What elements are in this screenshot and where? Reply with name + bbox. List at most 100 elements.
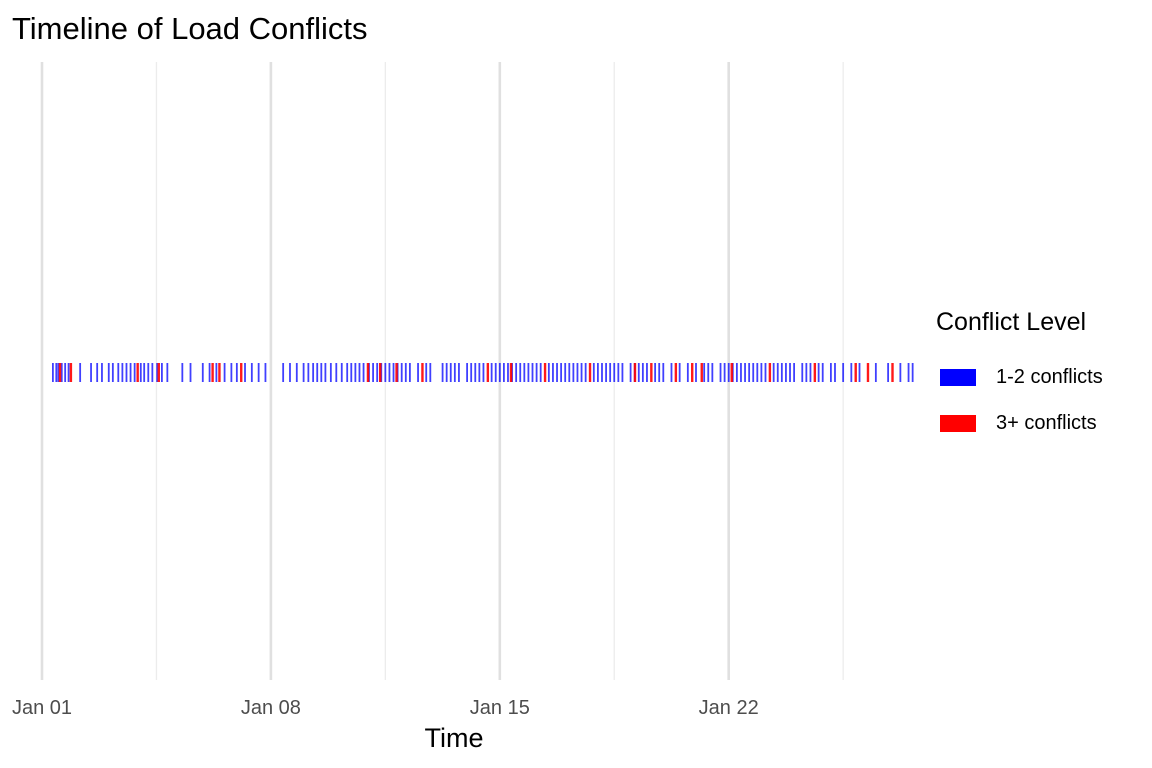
- conflict-mark: [376, 363, 379, 382]
- conflict-mark: [230, 363, 233, 382]
- conflict-mark: [805, 363, 808, 382]
- conflict-mark: [670, 363, 673, 382]
- conflict-mark: [445, 363, 448, 382]
- conflict-mark: [730, 363, 733, 382]
- conflict-mark: [125, 363, 128, 382]
- conflict-mark: [552, 363, 554, 382]
- conflict-mark: [609, 363, 612, 382]
- conflict-mark: [211, 363, 214, 382]
- conflict-mark: [316, 363, 319, 382]
- conflict-mark: [588, 363, 592, 382]
- conflict-mark: [52, 363, 54, 382]
- conflict-mark: [592, 363, 595, 382]
- conflict-mark: [813, 363, 817, 382]
- conflict-mark: [58, 363, 62, 382]
- conflict-mark: [166, 363, 169, 382]
- conflict-mark: [147, 363, 150, 382]
- x-tick-label: Jan 15: [470, 697, 530, 719]
- conflict-mark: [107, 363, 110, 382]
- conflict-mark: [560, 363, 563, 382]
- conflict-mark: [486, 363, 490, 382]
- conflict-mark: [151, 363, 154, 382]
- conflict-mark: [466, 363, 468, 382]
- conflict-mark: [719, 363, 722, 382]
- conflict-mark: [727, 363, 730, 382]
- legend: Conflict Level 1-2 conflicts 3+ conflict…: [936, 306, 1146, 446]
- conflict-mark: [854, 363, 857, 382]
- conflict-mark: [547, 363, 550, 382]
- conflict-mark: [498, 363, 501, 382]
- conflict-mark: [350, 363, 353, 382]
- conflict-mark: [646, 363, 648, 382]
- conflict-mark: [64, 363, 67, 382]
- conflict-mark: [96, 363, 99, 382]
- conflict-mark: [519, 363, 522, 382]
- conflict-mark: [748, 363, 751, 382]
- conflict-mark: [161, 363, 163, 382]
- conflict-mark: [340, 363, 343, 382]
- conflict-mark: [57, 363, 60, 382]
- conflict-mark: [218, 363, 221, 382]
- conflict-mark: [556, 363, 558, 382]
- conflict-mark: [543, 363, 547, 382]
- conflict-mark: [417, 363, 419, 382]
- conflict-mark: [335, 363, 338, 382]
- series-1-2-conflicts: [52, 363, 914, 382]
- conflict-mark: [208, 363, 211, 382]
- conflict-mark: [215, 363, 218, 382]
- conflict-mark: [605, 363, 607, 382]
- conflict-mark: [117, 363, 120, 382]
- conflict-mark: [899, 363, 902, 382]
- conflict-mark: [568, 363, 571, 382]
- conflict-mark: [156, 363, 159, 382]
- conflict-mark: [346, 363, 349, 382]
- conflict-mark: [834, 363, 836, 382]
- conflict-mark: [515, 363, 518, 382]
- conflict-mark: [785, 363, 787, 382]
- conflict-mark: [388, 363, 391, 382]
- conflict-mark: [629, 363, 632, 382]
- conflict-mark: [637, 363, 640, 382]
- legend-swatch-red: [940, 414, 976, 432]
- conflict-mark: [507, 363, 509, 382]
- x-axis-title: Time: [424, 723, 484, 753]
- conflict-mark: [633, 363, 637, 382]
- conflict-mark: [584, 363, 587, 382]
- conflict-mark: [772, 363, 775, 382]
- conflict-mark: [695, 363, 697, 382]
- conflict-mark: [289, 363, 291, 382]
- conflict-mark: [244, 363, 246, 382]
- conflict-mark: [686, 363, 689, 382]
- conflict-mark: [143, 363, 146, 382]
- conflict-mark: [429, 363, 432, 382]
- conflict-mark: [621, 363, 624, 382]
- conflict-mark: [601, 363, 603, 382]
- conflict-mark: [907, 363, 910, 382]
- conflict-mark: [372, 363, 374, 382]
- conflict-mark: [817, 363, 820, 382]
- conflict-mark: [617, 363, 620, 382]
- conflict-mark: [523, 363, 526, 382]
- conflict-mark: [223, 363, 226, 382]
- conflict-mark: [366, 363, 370, 382]
- conflict-mark: [641, 363, 644, 382]
- conflict-mark: [597, 363, 599, 382]
- conflict-mark: [531, 363, 534, 382]
- conflict-mark: [866, 363, 870, 382]
- conflict-mark: [250, 363, 253, 382]
- conflict-mark: [379, 363, 382, 382]
- chart-title: Timeline of Load Conflicts: [12, 11, 368, 46]
- conflict-mark: [295, 363, 298, 382]
- conflict-mark: [264, 363, 267, 382]
- conflict-mark: [408, 363, 411, 382]
- conflict-mark: [67, 363, 70, 382]
- conflict-mark: [79, 363, 82, 382]
- conflict-mark: [449, 363, 452, 382]
- conflict-mark: [756, 363, 759, 382]
- conflict-mark: [658, 363, 661, 382]
- conflict-mark: [474, 363, 477, 382]
- legend-item-1-2-conflicts: 1-2 conflicts: [936, 354, 1146, 400]
- conflict-mark: [354, 363, 357, 382]
- x-tick-label: Jan 01: [12, 697, 72, 719]
